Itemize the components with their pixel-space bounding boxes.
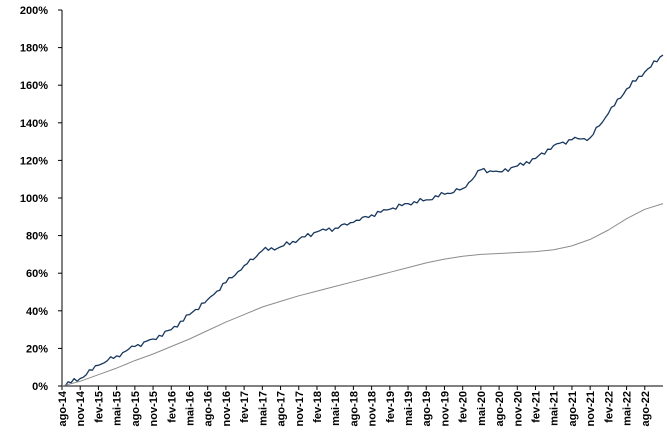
y-tick-label: 200% — [20, 5, 48, 17]
x-tick-label: ago-22 — [640, 391, 652, 426]
y-tick-label: 160% — [20, 80, 48, 92]
x-tick-label: fev-16 — [166, 391, 178, 423]
x-tick-label: ago-19 — [421, 391, 433, 426]
x-tick-label: nov-15 — [148, 391, 160, 426]
x-tick-label: mai-22 — [622, 391, 634, 426]
x-tick-label: mai-16 — [184, 391, 196, 426]
x-tick-label: mai-17 — [257, 391, 269, 426]
x-tick-label: mai-18 — [330, 391, 342, 426]
y-tick-label: 120% — [20, 155, 48, 167]
x-tick-label: fev-20 — [458, 391, 470, 423]
y-tick-label: 140% — [20, 118, 48, 130]
x-tick-label: ago-18 — [348, 391, 360, 426]
x-tick-label: fev-22 — [603, 391, 615, 423]
x-tick-label: mai-15 — [112, 391, 124, 426]
x-tick-label: fev-17 — [239, 391, 251, 423]
x-tick-label: nov-16 — [221, 391, 233, 426]
x-tick-label: mai-19 — [403, 391, 415, 426]
x-tick-label: fev-15 — [93, 391, 105, 423]
y-tick-label: 80% — [26, 231, 48, 243]
x-tick-label: mai-21 — [549, 391, 561, 426]
y-tick-label: 180% — [20, 43, 48, 55]
x-tick-label: mai-20 — [476, 391, 488, 426]
y-axis: 0% 20% 40% 60% 80% 100% 120% 140% 160% 180% 200% — [20, 5, 63, 393]
x-tick-label: fev-19 — [385, 391, 397, 423]
y-tick-label: 60% — [26, 268, 48, 280]
y-tick-label: 20% — [26, 343, 48, 355]
x-tick-label: ago-15 — [130, 391, 142, 426]
x-tick-label: nov-14 — [75, 390, 87, 426]
x-tick-label: ago-17 — [276, 391, 288, 426]
x-tick-label: fev-18 — [312, 391, 324, 423]
x-tick-label: ago-16 — [203, 391, 215, 426]
series-line-2 — [61, 203, 664, 387]
x-tick-label: ago-14 — [57, 390, 69, 426]
x-axis: ago-14 nov-14 fev-15 mai-15 ago-15 nov-15 fev-… — [57, 385, 663, 426]
series-layer — [61, 54, 664, 387]
x-tick-label: nov-21 — [585, 391, 597, 426]
y-tick-label: 0% — [32, 381, 48, 393]
x-tick-label: nov-18 — [367, 391, 379, 426]
x-tick-label: nov-19 — [439, 391, 451, 426]
series-line-1 — [62, 54, 664, 387]
x-tick-label: fev-21 — [531, 391, 543, 423]
y-tick-label: 100% — [20, 193, 48, 205]
x-tick-label: ago-21 — [567, 391, 579, 426]
x-tick-label: nov-20 — [512, 391, 524, 426]
x-tick-label: ago-20 — [494, 391, 506, 426]
y-tick-label: 40% — [26, 306, 48, 318]
x-tick-label: nov-17 — [294, 391, 306, 426]
